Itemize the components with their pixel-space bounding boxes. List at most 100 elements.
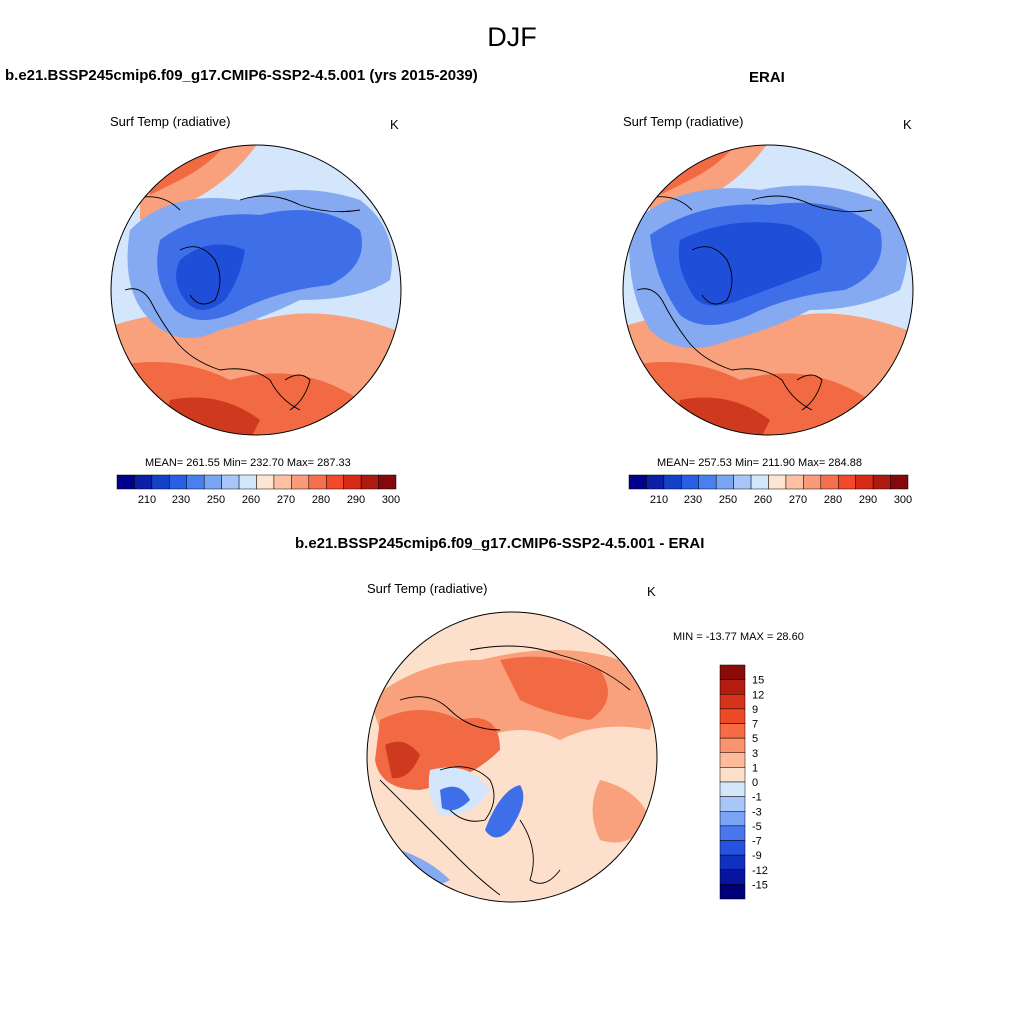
colorbar-obs-swatch <box>855 474 874 490</box>
colorbar-model-tick-label: 260 <box>242 494 260 506</box>
panel-model-units: K <box>390 117 399 132</box>
panel-model-variable: Surf Temp (radiative) <box>110 114 231 129</box>
colorbar-obs-swatch <box>715 474 734 490</box>
map-diff <box>367 612 657 902</box>
panel-model-title: b.e21.BSSP245cmip6.f09_g17.CMIP6-SSP2-4.… <box>5 67 478 84</box>
colorbar-obs-tick-label: 270 <box>789 494 807 506</box>
panel-diff-title: b.e21.BSSP245cmip6.f09_g17.CMIP6-SSP2-4.… <box>295 535 705 552</box>
colorbar-obs-swatch <box>628 474 647 490</box>
colorbar-obs-swatch <box>838 474 856 490</box>
colorbar-diff-tick-label: 0 <box>752 777 758 789</box>
colorbar-diff-tick-label: -7 <box>752 836 762 848</box>
colorbar-diff-tick-label: 5 <box>752 733 758 745</box>
colorbar-model-swatch <box>308 474 327 490</box>
colorbar-diff-swatch <box>719 884 746 900</box>
colorbar-model-swatch <box>360 474 379 490</box>
colorbar-model-tick-label: 250 <box>207 494 225 506</box>
colorbar-diff-tick-label: 9 <box>752 704 758 716</box>
colorbar-model-swatch <box>116 474 135 490</box>
figure-title: DJF <box>487 22 537 52</box>
panel-obs-units: K <box>903 117 912 132</box>
colorbar-model-swatch <box>151 474 170 490</box>
colorbar-model-swatch <box>291 474 310 490</box>
colorbar-obs-tick-label: 230 <box>684 494 702 506</box>
colorbar-model-swatch <box>221 474 240 490</box>
colorbar-diff-swatch <box>719 869 746 885</box>
colorbar-obs-tick-label: 300 <box>894 494 912 506</box>
colorbar-diff-swatch <box>719 664 746 680</box>
colorbar-model-swatch <box>134 474 153 490</box>
panel-diff-units: K <box>647 584 656 599</box>
colorbar-obs-swatch <box>646 474 665 490</box>
colorbar-model-swatch <box>343 474 362 490</box>
colorbar-model-tick-label: 290 <box>347 494 365 506</box>
colorbar-obs-swatch <box>681 474 699 490</box>
colorbar-diff-tick-label: 3 <box>752 748 758 760</box>
colorbar-diff-tick-label: 1 <box>752 762 758 774</box>
colorbar-obs-swatch <box>785 474 804 490</box>
colorbar-diff: 15 12 9 7 5 3 1 0 -1 -3 -5 -7 -9 -12 -15 <box>719 664 768 900</box>
panel-diff-variable: Surf Temp (radiative) <box>367 581 488 596</box>
colorbar-obs-swatch <box>890 474 909 490</box>
colorbar-diff-swatch <box>719 737 746 753</box>
colorbar-model-tick-label: 300 <box>382 494 400 506</box>
colorbar-diff-tick-label: -3 <box>752 806 762 818</box>
colorbar-obs-tick-label: 290 <box>859 494 877 506</box>
colorbar-model-swatch <box>326 474 344 490</box>
colorbar-model-swatch <box>273 474 292 490</box>
colorbar-diff-tick-label: -5 <box>752 821 762 833</box>
colorbar-model-swatch <box>169 474 187 490</box>
colorbar-obs-swatch <box>768 474 787 490</box>
colorbar-obs-swatch <box>803 474 822 490</box>
colorbar-diff-tick-label: -15 <box>752 879 768 891</box>
colorbar-model-tick-label: 280 <box>312 494 330 506</box>
colorbar-obs-tick-label: 260 <box>754 494 772 506</box>
colorbar-obs-tick-label: 250 <box>719 494 737 506</box>
colorbar-obs-tick-label: 210 <box>650 494 668 506</box>
colorbar-diff-swatch <box>719 767 746 783</box>
colorbar-diff-swatch <box>719 811 746 827</box>
colorbar-diff-swatch <box>719 796 746 812</box>
map-obs <box>623 145 913 435</box>
map-obs-border <box>622 144 914 436</box>
colorbar-model-tick-label: 230 <box>172 494 190 506</box>
colorbar-model-swatch <box>203 474 222 490</box>
panel-diff-stats: MIN = -13.77 MAX = 28.60 <box>673 631 804 643</box>
colorbar-model-swatch <box>238 474 257 490</box>
colorbar-model-swatch <box>186 474 205 490</box>
colorbar-diff-swatch <box>719 840 746 856</box>
colorbar-diff-tick-label: 15 <box>752 675 764 687</box>
colorbar-obs: 210 230 250 260 270 280 290 300 <box>628 474 912 506</box>
map-model <box>111 145 401 435</box>
map-diff-border <box>366 611 658 903</box>
colorbar-diff-swatch <box>719 854 746 870</box>
panel-model-stats: MEAN= 261.55 Min= 232.70 Max= 287.33 <box>145 457 351 469</box>
colorbar-obs-swatch <box>663 474 682 490</box>
colorbar-model-swatch <box>256 474 275 490</box>
colorbar-diff-swatch <box>719 723 746 739</box>
colorbar-obs-tick-label: 280 <box>824 494 842 506</box>
colorbar-obs-swatch <box>733 474 752 490</box>
panel-obs-title: ERAI <box>749 69 785 86</box>
map-model-border <box>110 144 402 436</box>
colorbar-obs-swatch <box>698 474 717 490</box>
colorbar-obs-swatch <box>872 474 891 490</box>
colorbar-diff-tick-label: 7 <box>752 719 758 731</box>
colorbar-diff-swatch <box>719 825 746 841</box>
panel-obs-stats: MEAN= 257.53 Min= 211.90 Max= 284.88 <box>657 457 862 469</box>
colorbar-diff-tick-label: -9 <box>752 850 762 862</box>
colorbar-obs-swatch <box>750 474 769 490</box>
colorbar-diff-swatch <box>719 752 746 768</box>
colorbar-model-swatch <box>378 474 397 490</box>
colorbar-diff-tick-label: -1 <box>752 792 762 804</box>
colorbar-diff-tick-label: -12 <box>752 865 768 877</box>
colorbar-diff-swatch <box>719 708 746 724</box>
panel-obs-variable: Surf Temp (radiative) <box>623 114 744 129</box>
colorbar-model-tick-label: 270 <box>277 494 295 506</box>
colorbar-diff-swatch <box>719 679 746 695</box>
colorbar-obs-swatch <box>820 474 839 490</box>
colorbar-diff-swatch <box>719 781 746 797</box>
colorbar-diff-tick-label: 12 <box>752 689 764 701</box>
colorbar-model-tick-label: 210 <box>138 494 156 506</box>
